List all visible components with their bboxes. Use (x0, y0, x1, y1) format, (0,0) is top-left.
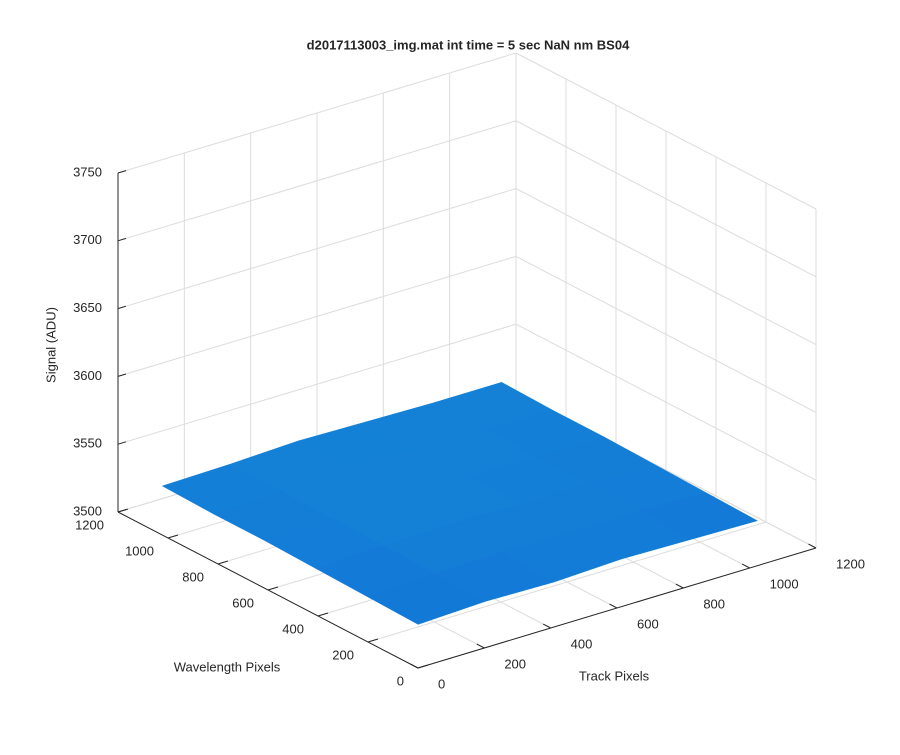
z-axis-label: Signal (ADU) (43, 307, 58, 383)
z-tick (117, 373, 127, 377)
x-tick-label: 1000 (770, 576, 799, 591)
y-tick (317, 612, 329, 617)
grid-line (117, 120, 517, 242)
y-tick-label: 600 (232, 595, 254, 610)
grid-line (515, 52, 817, 210)
y-tick (417, 664, 429, 669)
y-tick (167, 534, 179, 539)
x-tick (808, 543, 817, 549)
grid-line (367, 521, 767, 643)
z-tick (117, 237, 127, 242)
y-tick-label: 1200 (75, 517, 104, 532)
grid-line (117, 52, 517, 174)
y-tick (217, 560, 229, 565)
x-tick (609, 603, 618, 609)
grid-line (117, 255, 517, 377)
x-tick (741, 563, 750, 569)
y-tick (267, 586, 279, 591)
grid-line (515, 120, 817, 278)
z-tick (117, 170, 127, 174)
z-tick-label: 3600 (73, 368, 102, 383)
z-tick (117, 441, 127, 445)
x-axis-label: Track Pixels (579, 668, 650, 683)
chart-title: d2017113003_img.mat int time = 5 sec NaN… (307, 37, 630, 52)
y-axis-label: Wavelength Pixels (174, 659, 281, 674)
x-tick (542, 623, 551, 629)
x-tick (476, 643, 485, 649)
z-tick (117, 509, 127, 513)
x-tick (675, 583, 684, 589)
x-tick-label: 0 (438, 676, 445, 691)
z-tick (117, 305, 127, 310)
x-tick-label: 600 (637, 616, 659, 631)
x-tick-label: 800 (703, 596, 725, 611)
grid-line (515, 323, 817, 481)
z-tick-label: 3750 (73, 164, 102, 179)
x-tick-label: 1200 (836, 556, 865, 571)
z-tick-label: 3650 (73, 300, 102, 315)
y-tick-label: 200 (332, 647, 354, 662)
y-tick-label: 800 (182, 569, 204, 584)
x-tick-label: 400 (571, 636, 593, 651)
grid-line (117, 188, 517, 310)
grid-line (515, 188, 817, 346)
surface-patch (366, 573, 487, 625)
y-tick (367, 638, 379, 643)
y-tick-label: 1000 (125, 543, 154, 558)
grid-line (117, 323, 517, 445)
z-tick-label: 3500 (73, 503, 102, 518)
y-tick-label: 0 (397, 673, 404, 688)
x-tick-label: 200 (504, 656, 526, 671)
grid-line (515, 255, 817, 413)
z-tick-label: 3700 (73, 232, 102, 247)
z-tick-label: 3550 (73, 436, 102, 451)
y-tick-label: 400 (282, 621, 304, 636)
x-tick (410, 663, 419, 669)
